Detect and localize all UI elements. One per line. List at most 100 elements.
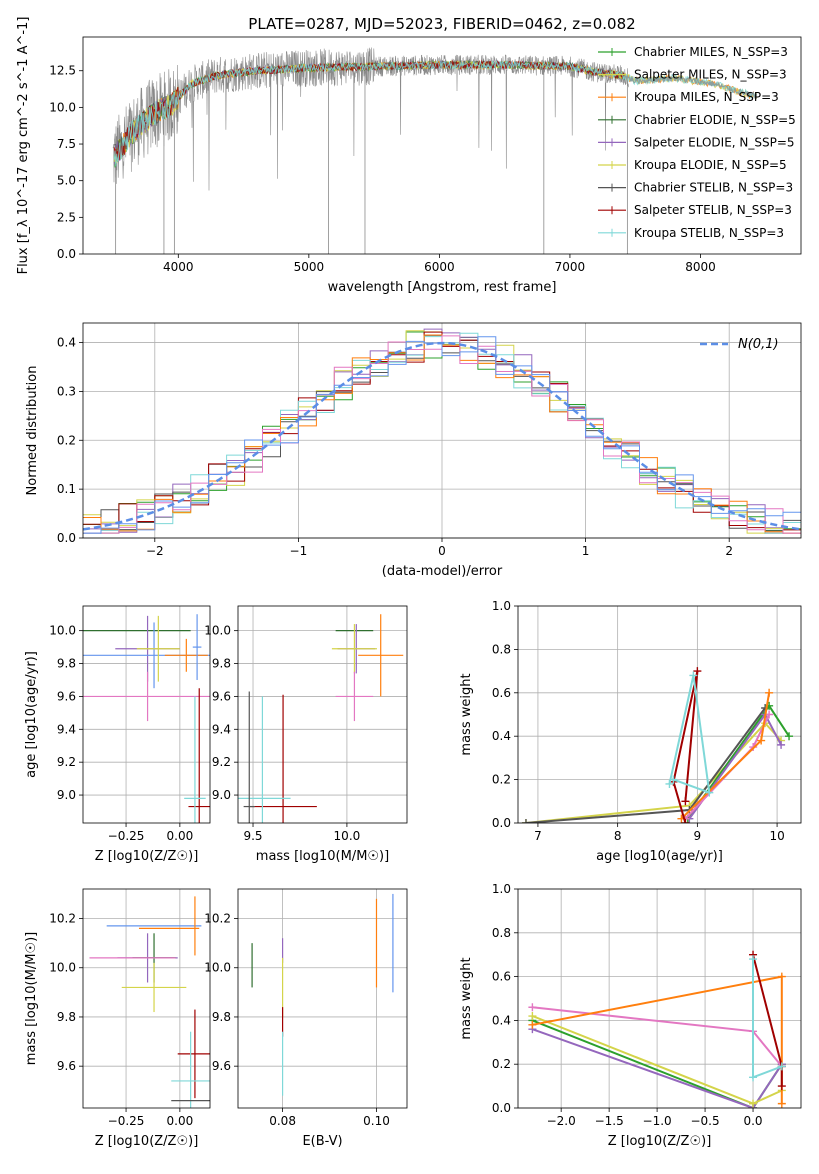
- plot-area: [238, 614, 404, 823]
- x-tick-label: 7000: [555, 260, 586, 274]
- y-tick-label: 9.4: [212, 722, 231, 736]
- plot-massweight-vs-Z: −2.0 −1.5 −1.0 −0.5 0.0 0.0 0.2 0.4 0.6 0.8 1.0 Z […: [459, 882, 802, 1149]
- y-tick-label: 9.6: [212, 1059, 231, 1073]
- legend-label: Kroupa MILES, N_SSP=3: [634, 90, 779, 104]
- y-tick-label: 0.4: [492, 1013, 511, 1027]
- y-tick-label: 9.8: [57, 657, 76, 671]
- y-tick-label: 1.0: [492, 882, 511, 896]
- y-tick-label: 9.6: [212, 689, 231, 703]
- x-tick-label: 6000: [424, 260, 455, 274]
- model-line: [624, 74, 758, 99]
- x-tick-label: −2.0: [547, 1114, 576, 1128]
- histogram-series: [83, 336, 801, 534]
- x-tick-label: 4000: [163, 260, 194, 274]
- legend-label: Kroupa ELODIE, N_SSP=5: [634, 158, 787, 172]
- y-tick-label: 0.2: [492, 1057, 511, 1071]
- x-axis-label: Z [log10(Z/Z☉)]: [608, 1134, 712, 1149]
- plot-spectrum: 4000 5000 6000 7000 8000 0.0 2.5 5.0 7.5 10.0 12.5…: [16, 17, 802, 295]
- y-tick-label: 0.4: [492, 729, 511, 743]
- y-tick-label: 9.4: [57, 722, 76, 736]
- y-tick-label: 9.0: [57, 788, 76, 802]
- series-marker: [749, 1073, 758, 1082]
- legend-label: Chabrier STELIB, N_SSP=3: [634, 181, 793, 195]
- y-tick-label: 9.6: [57, 1059, 76, 1073]
- x-tick-label: −0.5: [690, 1114, 719, 1128]
- plot-area: [528, 950, 786, 1108]
- series-marker: [681, 819, 690, 823]
- plot-area: [83, 328, 801, 534]
- plot-age-vs-mass: 9.5 10.0 9.0 9.2 9.4 9.6 9.8 10.0 mass [log10(M/…: [204, 605, 408, 864]
- y-tick-label: 0.2: [492, 773, 511, 787]
- y-tick-label: 9.0: [212, 788, 231, 802]
- axes-frame: [237, 605, 408, 824]
- series-marker: [693, 667, 702, 676]
- y-tick-label: 9.8: [212, 1010, 231, 1024]
- normal-curve-line: [83, 341, 801, 531]
- x-tick-label: 8: [614, 829, 622, 843]
- series-line: [672, 670, 699, 823]
- y-tick-label: 0.6: [492, 686, 511, 700]
- y-tick-label: 10.0: [204, 961, 231, 975]
- plot-area: [521, 667, 794, 823]
- axes-frame: [517, 888, 802, 1109]
- y-tick-label: 7.5: [57, 137, 76, 151]
- x-axis-label: mass [log10(M/M☉)]: [256, 849, 389, 864]
- legend-label: Kroupa STELIB, N_SSP=3: [634, 226, 784, 240]
- y-tick-label: 9.2: [57, 755, 76, 769]
- model-line: [113, 59, 625, 161]
- x-tick-label: 10.0: [334, 829, 361, 843]
- legend-label: Chabrier ELODIE, N_SSP=5: [634, 113, 796, 127]
- x-tick-label: −1: [290, 544, 308, 558]
- x-axis-label: E(B-V): [302, 1134, 342, 1149]
- y-tick-label: 10.2: [204, 912, 231, 926]
- y-axis-label: mass weight: [459, 673, 474, 755]
- series-line: [668, 675, 711, 795]
- y-tick-label: 0.0: [57, 247, 76, 261]
- series-marker: [777, 1082, 786, 1091]
- x-tick-label: 7: [534, 829, 542, 843]
- x-axis-label: (data-model)/error: [382, 564, 503, 579]
- plot-area: [112, 47, 758, 254]
- x-tick-label: 0.00: [167, 1114, 194, 1128]
- y-tick-label: 2.5: [57, 210, 76, 224]
- legend-label: N(0,1): [738, 337, 779, 352]
- axes-frame: [237, 888, 408, 1109]
- x-tick-label: −0.25: [108, 1114, 145, 1128]
- axes-frame: [517, 605, 802, 824]
- plot-mass-vs-Z: −0.25 0.00 9.6 9.8 10.0 10.2 Z [log10(Z/Z☉)] ma…: [24, 888, 211, 1149]
- series-marker: [785, 732, 794, 741]
- y-tick-label: 10.0: [204, 624, 231, 638]
- series-marker: [528, 1020, 537, 1029]
- axes-frame: [82, 605, 211, 824]
- x-tick-label: 2: [725, 544, 733, 558]
- y-axis-label: mass weight: [459, 957, 474, 1039]
- series-line: [532, 1028, 783, 1108]
- plot-area: [89, 896, 210, 1108]
- y-tick-label: 12.5: [49, 64, 76, 78]
- axes-frame: [82, 322, 802, 539]
- x-tick-label: 9.5: [243, 829, 262, 843]
- model-line: [113, 60, 758, 167]
- y-axis-label: Normed distribution: [25, 366, 40, 496]
- x-axis-label: age [log10(age/yr)]: [596, 849, 723, 864]
- series-marker: [528, 1012, 537, 1021]
- legend-label: Salpeter STELIB, N_SSP=3: [634, 203, 792, 217]
- x-tick-label: 9: [694, 829, 702, 843]
- y-tick-label: 9.8: [57, 1010, 76, 1024]
- y-tick-label: 5.0: [57, 174, 76, 188]
- series-marker: [665, 779, 674, 788]
- series-marker: [528, 1003, 537, 1012]
- plot-area: [83, 614, 210, 823]
- x-tick-label: 8000: [685, 260, 716, 274]
- series-marker: [749, 1099, 758, 1108]
- x-tick-label: 0.0: [743, 1114, 762, 1128]
- series-marker: [757, 736, 766, 745]
- axes-frame: [82, 36, 802, 255]
- y-axis-label: mass [log10(M/M☉)]: [24, 932, 39, 1065]
- y-axis-label: Flux [f_λ 10^-17 erg cm^-2 s^-1 A^-1]: [16, 17, 31, 275]
- legend-label: Chabrier MILES, N_SSP=3: [634, 45, 788, 59]
- y-tick-label: 0.0: [57, 531, 76, 545]
- y-tick-label: 10.2: [49, 912, 76, 926]
- plot-age-vs-Z: −0.25 0.00 9.0 9.2 9.4 9.6 9.8 10.0 Z [log10(Z/Z…: [24, 605, 211, 864]
